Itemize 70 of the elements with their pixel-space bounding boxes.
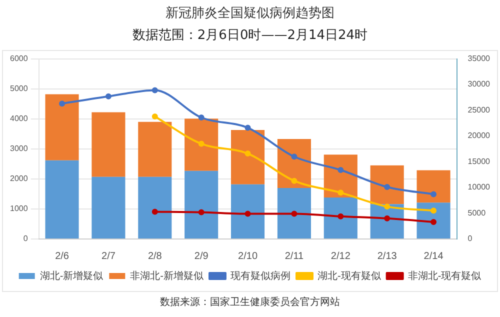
bar [138, 122, 172, 177]
y2-tick-label: 0 [468, 234, 473, 244]
point [244, 124, 251, 131]
bar [45, 160, 79, 238]
chart-title: 新冠肺炎全国疑似病例趋势图 [164, 5, 336, 23]
y2-tick-label: 35000 [468, 54, 491, 64]
y2-tick-label: 15000 [468, 156, 491, 166]
x-tick-label: 2/12 [330, 250, 351, 262]
point [384, 215, 390, 222]
bar [324, 198, 358, 238]
point [59, 100, 66, 107]
y-tick-label: 1000 [10, 204, 28, 214]
legend-label: 非湖北-新增疑似 [130, 270, 204, 282]
source-note: 数据来源：国家卫生健康委员会官方网站 [159, 296, 341, 309]
bar [92, 112, 126, 177]
point [430, 219, 437, 226]
point [198, 114, 204, 120]
bar [92, 176, 126, 238]
y2-tick-label: 5000 [468, 208, 486, 218]
y2-tick-label: 20000 [468, 131, 491, 140]
legend-label: 非湖北-现有疑似 [408, 270, 482, 282]
point [384, 204, 390, 210]
bar [416, 202, 450, 238]
x-tick-label: 2/10 [238, 250, 258, 262]
bar [45, 94, 79, 160]
point [338, 167, 344, 174]
y-tick-label: 3000 [10, 144, 28, 154]
point [198, 209, 204, 216]
x-tick-label: 2/11 [284, 250, 304, 262]
chart-subtitle: 数据范围：2月6日0时——2月14日24时 [131, 27, 369, 45]
point [430, 208, 437, 214]
y-tick-label: 2000 [10, 174, 28, 184]
point [384, 184, 390, 190]
point [291, 210, 298, 217]
legend-label: 现有疑似病例 [230, 270, 290, 282]
point [430, 191, 437, 198]
x-tick-label: 2/7 [102, 250, 116, 262]
x-tick-label: 2/14 [424, 250, 444, 262]
point [152, 87, 158, 94]
bar [184, 170, 218, 238]
point [291, 178, 298, 184]
point [244, 210, 251, 217]
bar [138, 176, 172, 238]
y-tick-label: 4000 [10, 114, 28, 124]
point [152, 208, 158, 215]
y2-tick-label: 10000 [468, 182, 491, 192]
x-tick-label: 2/8 [148, 250, 162, 262]
bar [370, 165, 404, 204]
bar [416, 170, 450, 203]
y2-tick-label: 25000 [468, 105, 491, 114]
y-tick-label: 6000 [10, 54, 28, 64]
x-tick-label: 2/9 [194, 250, 209, 262]
bar [231, 130, 265, 184]
x-tick-label: 2/6 [55, 250, 70, 262]
point [198, 140, 204, 147]
bar [277, 188, 311, 238]
point [244, 150, 251, 157]
point [105, 93, 112, 100]
y-tick-label: 5000 [10, 84, 28, 94]
legend-label: 湖北-现有疑似 [318, 270, 381, 282]
point [152, 113, 158, 120]
point [291, 154, 298, 160]
legend-label: 湖北-新增疑似 [40, 270, 104, 282]
point [338, 213, 344, 220]
y2-tick-label: 30000 [468, 80, 491, 89]
y-tick-label: 0 [23, 234, 28, 244]
x-tick-label: 2/13 [377, 250, 398, 262]
bar [184, 118, 218, 171]
point [338, 190, 344, 196]
bar [231, 184, 265, 238]
